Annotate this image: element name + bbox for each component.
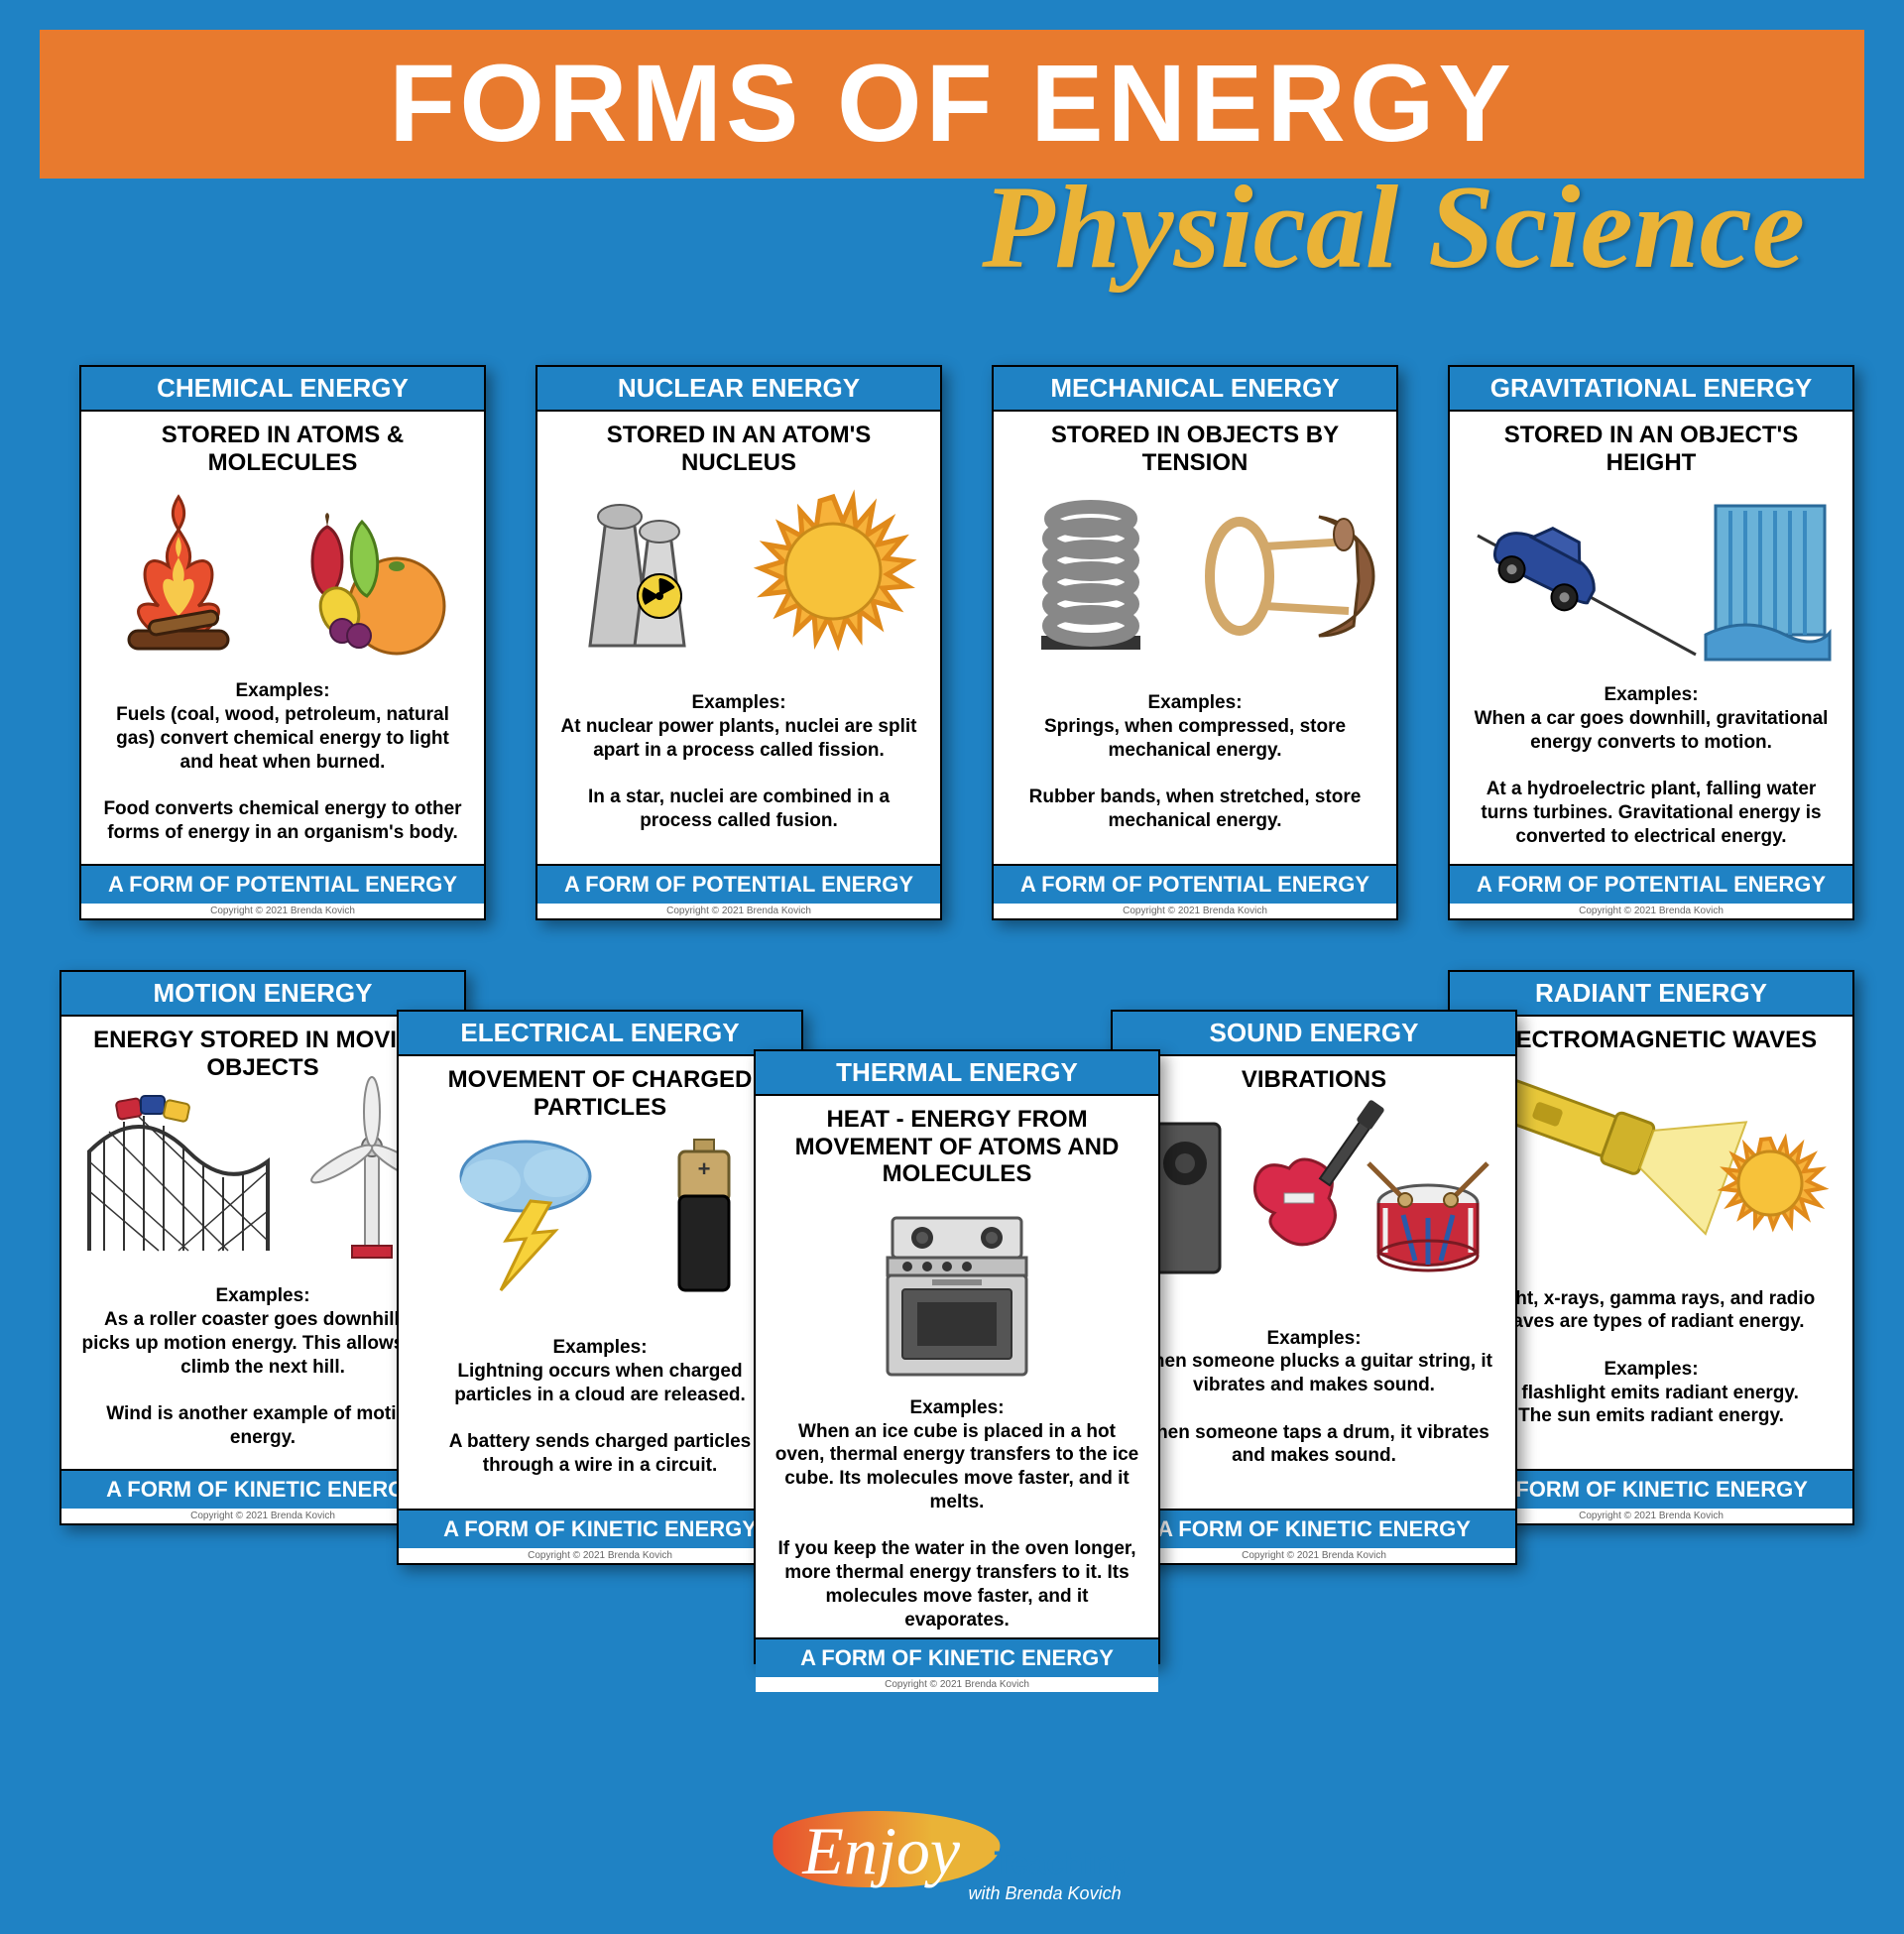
card-header: GRAVITATIONAL ENERGY [1450, 367, 1852, 412]
card-sub: STORED IN AN ATOM'S NUCLEUS [537, 412, 940, 482]
speaker-guitar-drum-icon [1113, 1100, 1515, 1286]
card-thermal: THERMAL ENERGY HEAT - ENERGY FROM MOVEME… [754, 1049, 1160, 1664]
fire-food-icon [81, 482, 484, 661]
copyright: Copyright © 2021 Brenda Kovich [81, 904, 484, 918]
card-sub: MOVEMENT OF CHARGED PARTICLES [399, 1056, 801, 1127]
subtitle: Physical Science [0, 159, 1904, 296]
card-header: ELECTRICAL ENERGY [399, 1012, 801, 1056]
footer-logo: Enjoy Teaching with Brenda Kovich [773, 1811, 1130, 1904]
card-header: THERMAL ENERGY [756, 1051, 1158, 1096]
card-gravitational: GRAVITATIONAL ENERGY STORED IN AN OBJECT… [1448, 365, 1854, 920]
copyright: Copyright © 2021 Brenda Kovich [399, 1548, 801, 1563]
card-header: MECHANICAL ENERGY [994, 367, 1396, 412]
card-footer: A FORM OF POTENTIAL ENERGY [537, 864, 940, 904]
svg-text:+: + [698, 1156, 711, 1181]
spring-rubberband-icon [994, 482, 1396, 661]
card-sub: STORED IN ATOMS & MOLECULES [81, 412, 484, 482]
logo-enjoy: Enjoy [773, 1811, 1000, 1887]
copyright: Copyright © 2021 Brenda Kovich [1113, 1548, 1515, 1563]
card-body: Examples: When a car goes downhill, grav… [1450, 668, 1852, 864]
card-electrical: ELECTRICAL ENERGY MOVEMENT OF CHARGED PA… [397, 1010, 803, 1565]
card-body: Examples: Fuels (coal, wood, petroleum, … [81, 661, 484, 864]
card-sub: HEAT - ENERGY FROM MOVEMENT OF ATOMS AND… [756, 1096, 1158, 1194]
card-header: CHEMICAL ENERGY [81, 367, 484, 412]
card-body: Examples: When someone plucks a guitar s… [1113, 1286, 1515, 1509]
card-sound: SOUND ENERGY VIBRATIONS [1111, 1010, 1517, 1565]
card-sub: STORED IN AN OBJECT'S HEIGHT [1450, 412, 1852, 482]
card-footer: A FORM OF POTENTIAL ENERGY [1450, 864, 1852, 904]
copyright: Copyright © 2021 Brenda Kovich [1450, 904, 1852, 918]
nuclear-sun-icon [537, 482, 940, 661]
card-nuclear: NUCLEAR ENERGY STORED IN AN ATOM'S NUCLE… [536, 365, 942, 920]
card-footer: A FORM OF KINETIC ENERGY [756, 1637, 1158, 1677]
copyright: Copyright © 2021 Brenda Kovich [994, 904, 1396, 918]
car-waterfall-icon [1450, 482, 1852, 668]
cards-area: CHEMICAL ENERGY STORED IN ATOMS & MOLECU… [0, 296, 1904, 1684]
card-header: SOUND ENERGY [1113, 1012, 1515, 1056]
card-mechanical: MECHANICAL ENERGY STORED IN OBJECTS BY T… [992, 365, 1398, 920]
card-header: NUCLEAR ENERGY [537, 367, 940, 412]
card-body: Examples: Springs, when compressed, stor… [994, 661, 1396, 864]
card-sub: VIBRATIONS [1113, 1056, 1515, 1100]
main-title: FORMS OF ENERGY [69, 50, 1835, 159]
card-sub: STORED IN OBJECTS BY TENSION [994, 412, 1396, 482]
card-footer: A FORM OF POTENTIAL ENERGY [994, 864, 1396, 904]
card-body: Examples: When an ice cube is placed in … [756, 1390, 1158, 1638]
title-bar: FORMS OF ENERGY [40, 30, 1864, 179]
card-body: Examples: At nuclear power plants, nucle… [537, 661, 940, 864]
copyright: Copyright © 2021 Brenda Kovich [756, 1677, 1158, 1692]
card-body: Examples: Lightning occurs when charged … [399, 1305, 801, 1509]
card-footer: A FORM OF KINETIC ENERGY [399, 1509, 801, 1548]
stove-icon [756, 1194, 1158, 1390]
logo-teaching: Teaching [994, 1845, 1130, 1880]
card-footer: A FORM OF KINETIC ENERGY [1113, 1509, 1515, 1548]
card-footer: A FORM OF POTENTIAL ENERGY [81, 864, 484, 904]
card-chemical: CHEMICAL ENERGY STORED IN ATOMS & MOLECU… [79, 365, 486, 920]
copyright: Copyright © 2021 Brenda Kovich [537, 904, 940, 918]
lightning-battery-icon: + [399, 1127, 801, 1305]
